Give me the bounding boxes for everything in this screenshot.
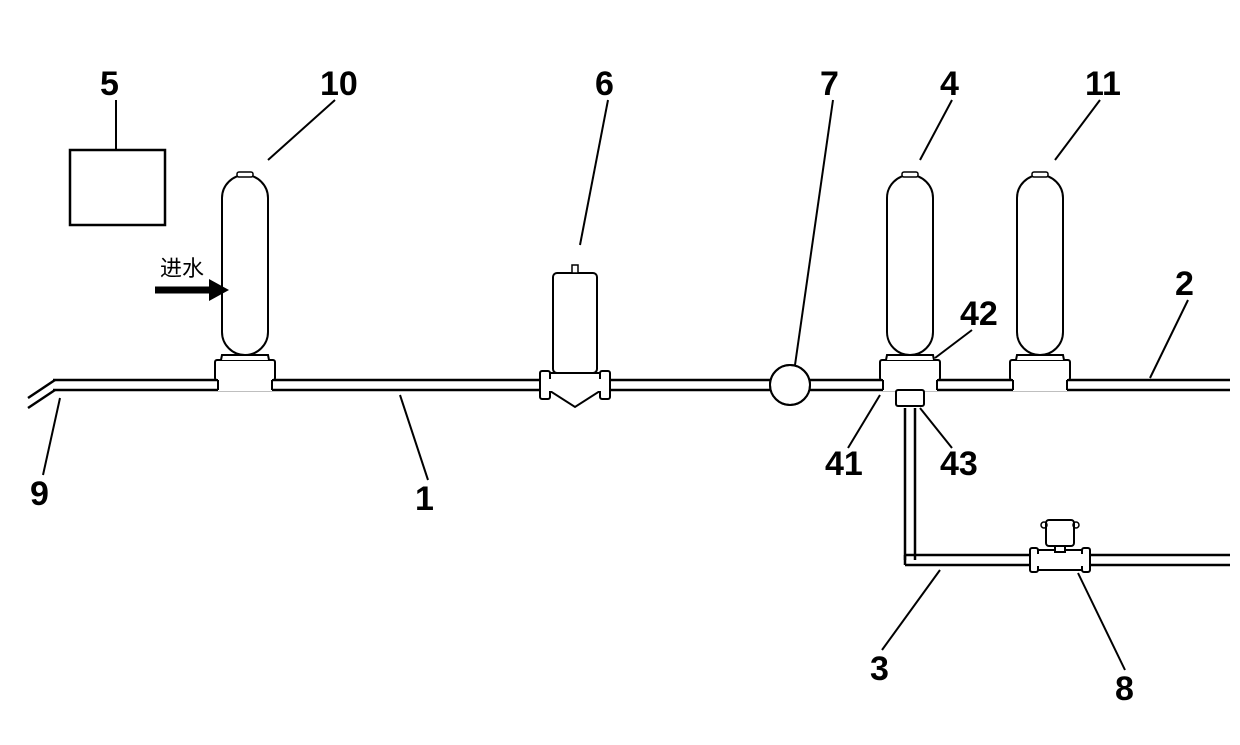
label-text-3: 3: [870, 650, 889, 688]
label-text-10: 10: [320, 65, 358, 103]
filter-11: [1010, 172, 1070, 391]
flow-label: 进水: [160, 256, 204, 281]
label-43: 43: [920, 408, 978, 483]
valve-6: [540, 265, 610, 407]
label-42: 42: [935, 295, 998, 358]
check-ball-7: [770, 365, 810, 405]
label-text-43: 43: [940, 445, 978, 483]
label-7: 7: [795, 65, 839, 365]
controller-box: [70, 150, 165, 225]
label-text-8: 8: [1115, 670, 1134, 708]
label-text-5: 5: [100, 65, 119, 103]
label-text-2: 2: [1175, 265, 1194, 303]
label-text-7: 7: [820, 65, 839, 103]
pipe-drain-vertical: [905, 408, 915, 560]
filter-10: [215, 172, 275, 391]
label-text-6: 6: [595, 65, 614, 103]
label-5: 5: [100, 65, 119, 150]
flow-arrow: 进水: [155, 256, 229, 301]
label-10: 10: [268, 65, 358, 160]
drain-valve-8: [1030, 520, 1090, 572]
tee-bottom-port: [896, 390, 924, 406]
label-text-4: 4: [940, 65, 959, 103]
label-9: 9: [30, 398, 60, 513]
label-text-41: 41: [825, 445, 863, 483]
label-text-11: 11: [1085, 65, 1121, 103]
label-4: 4: [920, 65, 959, 160]
pipe-inlet-end: [28, 380, 55, 408]
label-11: 11: [1055, 65, 1121, 160]
label-text-42: 42: [960, 295, 998, 333]
label-1: 1: [400, 395, 434, 518]
tee-filter-4: [880, 172, 940, 391]
piping-diagram: 进水 5 10 6 7 4 11 2 42 9 1 41 43 3 8: [0, 0, 1240, 745]
label-text-1: 1: [415, 480, 434, 518]
label-41: 41: [825, 395, 880, 483]
label-2: 2: [1150, 265, 1194, 378]
label-8: 8: [1078, 573, 1134, 708]
label-6: 6: [580, 65, 614, 245]
label-text-9: 9: [30, 475, 49, 513]
label-3: 3: [870, 570, 940, 688]
